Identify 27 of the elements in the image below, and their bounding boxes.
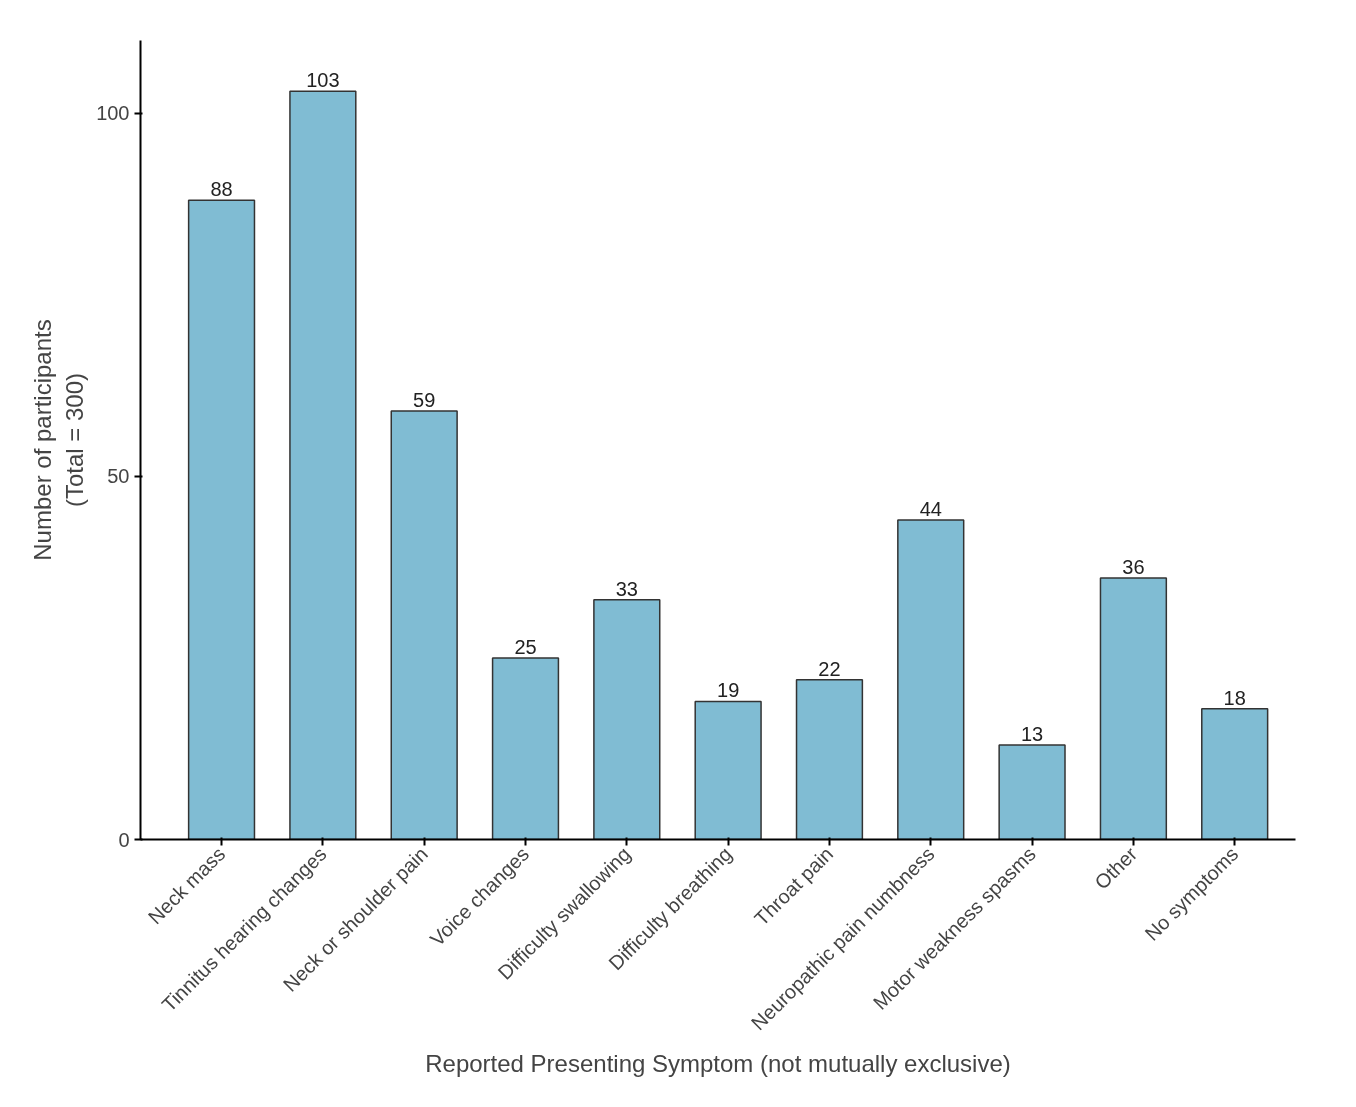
bar [187,199,256,840]
bar [998,744,1066,840]
bar [694,700,762,840]
y-tick-label: 50 [107,465,130,488]
y-axis-title: Number of participants (Total = 300) [28,319,89,561]
bar [593,599,661,840]
data-label: 18 [1223,686,1246,709]
data-label: 13 [1020,723,1044,746]
bar [1201,708,1269,840]
y-tick-label: 0 [118,828,130,851]
data-label: 44 [919,497,942,520]
data-label: 88 [210,178,233,201]
y-tick-label: 100 [96,102,130,125]
bar [897,519,965,840]
x-axis-title: Reported Presenting Symptom (not mutually exclusive) [425,1050,1011,1078]
bar [289,90,357,840]
bar [795,678,864,840]
data-label: 36 [1122,556,1145,579]
bar [491,657,560,840]
data-label: 33 [615,577,638,600]
bar [1099,577,1168,840]
data-label: 19 [717,679,740,702]
data-label: 22 [818,657,841,680]
data-label: 103 [306,69,340,92]
data-label: 59 [413,388,436,411]
bar [390,410,458,840]
data-label: 25 [514,635,537,658]
